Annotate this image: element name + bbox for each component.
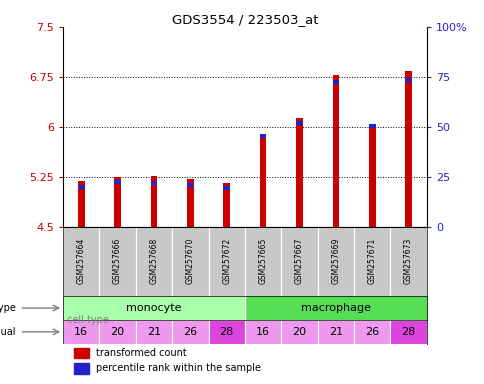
Text: GSM257664: GSM257664	[76, 238, 86, 284]
FancyBboxPatch shape	[281, 320, 317, 344]
Text: GSM257666: GSM257666	[113, 238, 122, 284]
Text: cell type: cell type	[0, 303, 16, 313]
Bar	[74, 363, 88, 374]
Text: GSM257673: GSM257673	[403, 238, 412, 284]
Text: GSM257670: GSM257670	[185, 238, 195, 284]
Bar	[151, 176, 157, 227]
FancyBboxPatch shape	[244, 320, 281, 344]
FancyBboxPatch shape	[136, 320, 172, 344]
Text: 21: 21	[147, 327, 161, 337]
Bar	[405, 71, 411, 227]
Text: 28: 28	[401, 327, 415, 337]
Title: GDS3554 / 223503_at: GDS3554 / 223503_at	[171, 13, 318, 26]
Bar	[296, 121, 302, 125]
Bar	[223, 182, 229, 227]
Text: GSM257672: GSM257672	[222, 238, 231, 284]
Text: individual: individual	[0, 327, 16, 337]
Text: GSM257669: GSM257669	[331, 238, 340, 284]
FancyBboxPatch shape	[390, 320, 426, 344]
Bar	[259, 135, 266, 227]
Text: 20: 20	[110, 327, 124, 337]
Text: monocyte: monocyte	[126, 303, 182, 313]
Text: 16: 16	[256, 327, 270, 337]
Bar	[78, 185, 84, 189]
Bar	[368, 124, 375, 227]
Bar	[368, 124, 375, 128]
FancyBboxPatch shape	[136, 227, 172, 296]
Text: transformed count: transformed count	[95, 348, 186, 358]
FancyBboxPatch shape	[317, 227, 353, 296]
Text: percentile rank within the sample: percentile rank within the sample	[95, 363, 260, 373]
FancyBboxPatch shape	[208, 227, 244, 296]
Text: macrophage: macrophage	[300, 303, 370, 313]
Text: 26: 26	[183, 327, 197, 337]
Bar	[187, 179, 193, 227]
FancyBboxPatch shape	[63, 320, 99, 344]
Text: GSM257667: GSM257667	[294, 238, 303, 284]
FancyBboxPatch shape	[172, 227, 208, 296]
Bar	[332, 79, 338, 84]
Bar	[259, 134, 266, 139]
FancyBboxPatch shape	[99, 227, 136, 296]
FancyBboxPatch shape	[63, 227, 99, 296]
FancyBboxPatch shape	[353, 227, 390, 296]
FancyBboxPatch shape	[244, 227, 281, 296]
Text: cell type: cell type	[67, 315, 108, 325]
Text: 26: 26	[364, 327, 378, 337]
FancyBboxPatch shape	[208, 320, 244, 344]
Bar	[187, 183, 193, 187]
Text: GSM257665: GSM257665	[258, 238, 267, 284]
FancyBboxPatch shape	[172, 320, 208, 344]
Text: 28: 28	[219, 327, 233, 337]
FancyBboxPatch shape	[281, 227, 317, 296]
Bar	[296, 118, 302, 227]
Bar	[332, 75, 338, 227]
Text: GSM257671: GSM257671	[367, 238, 376, 284]
Bar	[151, 180, 157, 185]
Bar	[78, 181, 84, 227]
Text: 21: 21	[328, 327, 342, 337]
FancyBboxPatch shape	[353, 320, 390, 344]
FancyBboxPatch shape	[317, 320, 353, 344]
Bar	[114, 180, 121, 184]
Bar	[223, 186, 229, 190]
Bar	[114, 177, 121, 227]
Bar	[74, 348, 88, 358]
Text: 20: 20	[292, 327, 306, 337]
Text: GSM257668: GSM257668	[149, 238, 158, 284]
FancyBboxPatch shape	[99, 320, 136, 344]
Text: 16: 16	[74, 327, 88, 337]
Bar	[405, 78, 411, 82]
FancyBboxPatch shape	[390, 227, 426, 296]
